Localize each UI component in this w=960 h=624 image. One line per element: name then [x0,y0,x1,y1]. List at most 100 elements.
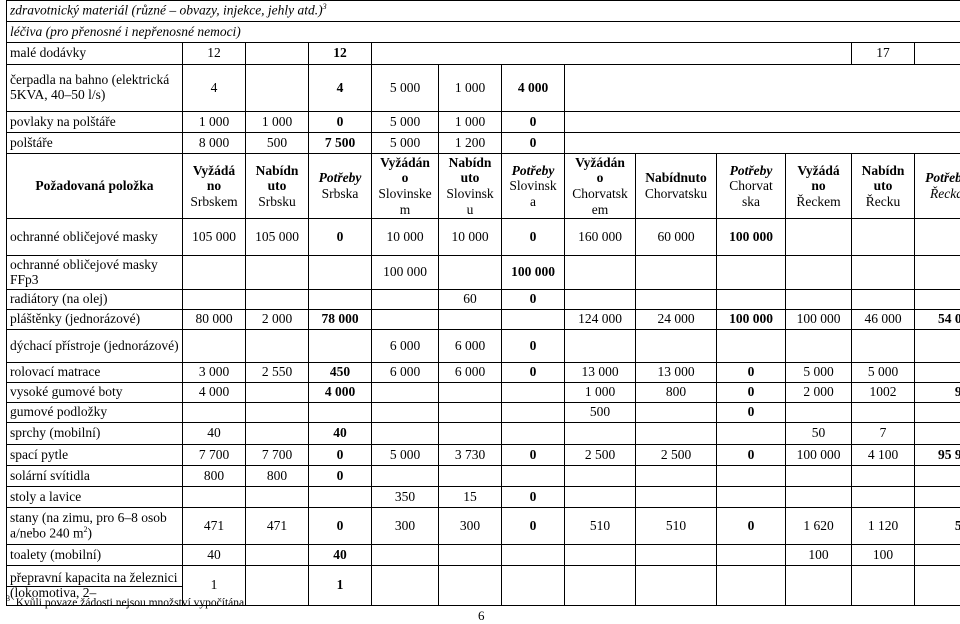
cell [501,309,565,330]
table-row: čerpadla na bahno (elektrická 5KVA, 40–5… [6,64,960,112]
cell [564,255,636,290]
cell [913,255,960,290]
cell: 15 [438,486,502,508]
cell [785,486,852,508]
cell: 40 [182,422,246,445]
table-row: toalety (mobilní)40401001000 [6,544,960,566]
cell [308,402,372,423]
cell: 105 000 [245,218,309,256]
cell: 471 [245,507,309,545]
table-row: radiátory (na olej) 60 0 [6,289,960,310]
table-row: zdravotnický materiál (různé – obvazy, i… [5,0,960,22]
cell: 40 [308,422,372,445]
cell [913,565,960,606]
cell: 1 000 [182,111,246,133]
cell [438,382,502,403]
table-row: ochranné obličejové masky FFp3 100 000 100… [6,255,960,290]
cell: 100 000 [716,309,786,330]
row-label: stany (na zimu, pro 6–8 osob a/nebo 240 … [6,507,183,545]
cell [182,255,246,290]
cell [501,465,565,487]
header-col: Potřeby Chorvat ska [716,153,786,219]
cell: 100 000 [371,255,439,290]
cell [371,289,439,310]
cell [438,544,502,566]
cell: 510 [564,507,636,545]
row-label: ochranné obličejové masky FFp3 [6,255,183,290]
footnote-ref: 3 [322,2,327,12]
cell: 471 [182,507,246,545]
cell: 3 000 [182,362,246,383]
cell: 100 [785,544,852,566]
footnote-number: 3 [6,594,10,603]
cell: 1 000 [564,382,636,403]
cell [308,486,372,508]
header-col: Potřeby Srbska [308,153,372,219]
cell: 95 900 [913,444,960,466]
cell [851,289,915,310]
cell [245,382,309,403]
footnote-text: Kvůli povaze žádosti nejsou množství vyp… [15,596,247,609]
row-label: povlaky na polštáře [6,111,183,133]
table-row: polštáře 8 000 500 7 500 5 000 1 200 0 [6,132,960,154]
cell: 1 000 [245,111,309,133]
cell: 7 500 [308,132,372,154]
cell: 0 [501,444,565,466]
cell: 1 200 [438,132,502,154]
cell: 800 [182,465,246,487]
cell [371,422,439,445]
cell: 5 000 [371,111,439,133]
cell: 100 000 [716,218,786,256]
cell: 0 [308,444,372,466]
cell: 46 000 [851,309,915,330]
cell: 100 000 [785,309,852,330]
cell [371,565,439,606]
cell [182,289,246,310]
cell: 1 000 [438,64,502,112]
cell [785,255,852,290]
cell [308,329,372,363]
row-label: solární svítidla [6,465,183,487]
cell: 1002 [851,382,915,403]
cell [851,329,915,363]
cell [635,565,717,606]
cell: 0 [501,486,565,508]
cell: 60 [438,289,502,310]
cell [785,218,852,256]
cell [913,218,960,256]
cell [371,544,439,566]
table-row: solární svítidla 800 800 0 [6,465,960,487]
cell [438,309,502,330]
cell [245,289,309,310]
cell [635,422,717,445]
row-label: ochranné obličejové masky [6,218,183,256]
cell: 500 [564,402,636,423]
cell [564,329,636,363]
cell [851,402,915,423]
cell [501,544,565,566]
cell: 7 700 [245,444,309,466]
header-col: Vyžádá no Srbskem [182,153,246,219]
cell: 0 [308,465,372,487]
header-col: Nabídn uto Slovinsk u [438,153,502,219]
cell [851,465,915,487]
cell: 450 [308,362,372,383]
cell: 0 [501,132,565,154]
cell [785,465,852,487]
cell: 4 [308,64,372,112]
row-label: toalety (mobilní) [6,544,183,566]
header-col: PotřebyŘecka [913,153,960,219]
cell [501,382,565,403]
header-col: Vyžádán o Slovinske m [371,153,439,219]
row-label: spací pytle [6,444,183,466]
cell: 3 730 [438,444,502,466]
cell: 6 000 [438,362,502,383]
cell [716,422,786,445]
cell: 0 [501,507,565,545]
cell: 1 000 [438,111,502,133]
cell: 300 [371,507,439,545]
table-row: vysoké gumové boty 4 000 4 000 1 000 800 0 2 0… [6,382,960,403]
table-row: povlaky na polštáře 1 000 1 000 0 5 000 … [6,111,960,133]
cell: 100 [851,544,915,566]
cell [635,486,717,508]
